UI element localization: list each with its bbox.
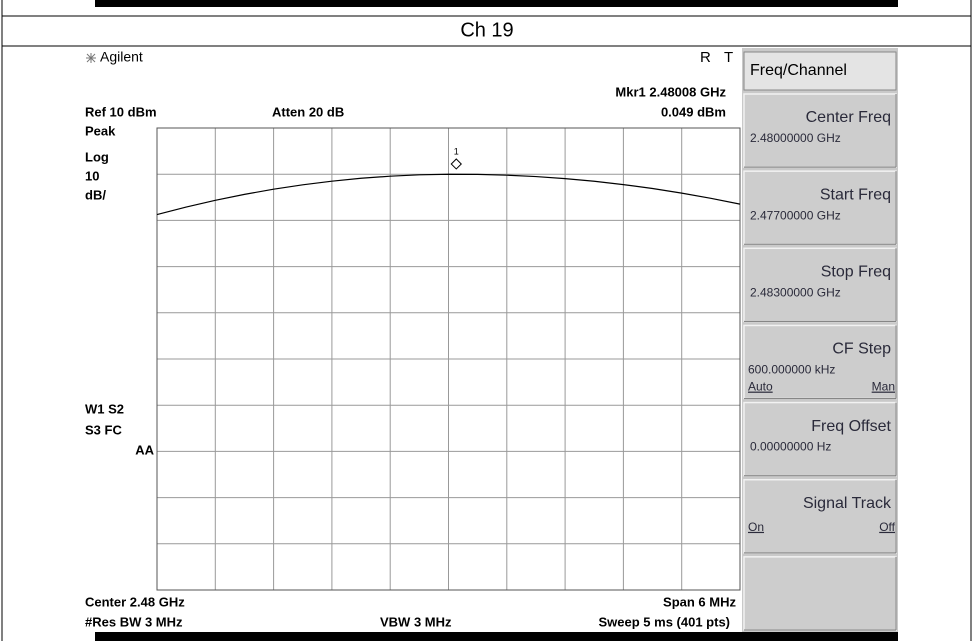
softkey-value: 0.00000000 Hz	[750, 440, 831, 454]
scale-unit: dB/	[85, 187, 106, 202]
detector: Peak	[85, 123, 116, 138]
top-strip	[95, 0, 898, 7]
trace-status: S3 FC	[85, 422, 122, 437]
vbw: VBW 3 MHz	[380, 614, 452, 629]
span: Span 6 MHz	[663, 594, 736, 609]
status-flag: R	[700, 49, 711, 66]
softkey-value: 2.48000000 GHz	[750, 131, 841, 145]
res-bw: #Res BW 3 MHz	[85, 614, 183, 629]
menu-title-box	[743, 51, 897, 91]
menu-title: Freq/Channel	[750, 62, 847, 79]
softkey-value: 600.000000 kHz	[748, 363, 835, 377]
softkey-label: Stop Freq	[821, 264, 891, 281]
status-flag: T	[724, 49, 733, 66]
center-freq: Center 2.48 GHz	[85, 594, 185, 609]
softkey-option[interactable]: Man	[872, 380, 895, 394]
marker-label: 1	[454, 146, 459, 156]
softkey[interactable]	[743, 556, 897, 631]
marker-amplitude: 0.049 dBm	[661, 104, 726, 119]
header-title: Ch 19	[460, 19, 513, 41]
softkey-panel: Freq/Channel Center Freq 2.48000000 GHz St…	[742, 48, 898, 632]
plot-border	[156, 127, 741, 591]
softkey-option[interactable]: On	[748, 520, 764, 534]
softkey[interactable]	[743, 478, 897, 554]
softkey-label: Center Freq	[806, 109, 891, 126]
scale-value: 10	[85, 168, 99, 183]
trace-status: W1 S2	[85, 401, 124, 416]
sweep: Sweep 5 ms (401 pts)	[599, 614, 731, 629]
scale-type: Log	[85, 149, 109, 164]
marker	[450, 158, 462, 170]
agilent-logo	[86, 53, 96, 63]
softkey[interactable]	[743, 93, 897, 168]
softkey[interactable]	[743, 324, 897, 400]
softkey-value: 2.48300000 GHz	[750, 285, 841, 299]
attenuation: Atten 20 dB	[272, 104, 344, 119]
bottom-strip	[95, 632, 898, 641]
trace	[156, 173, 741, 216]
trace-status: AA	[135, 442, 154, 457]
softkey-label: Signal Track	[803, 495, 892, 512]
softkey-value: 2.47700000 GHz	[750, 208, 841, 222]
softkey-label: CF Step	[832, 341, 891, 358]
softkey-label: Start Freq	[820, 186, 891, 203]
plot-area: 1	[156, 127, 741, 591]
softkey-label: Freq Offset	[811, 418, 891, 435]
brand: Agilent	[100, 49, 143, 65]
marker-readout: Mkr1 2.48008 GHz	[615, 84, 726, 99]
ref-level: Ref 10 dBm	[85, 104, 157, 119]
softkey[interactable]	[743, 170, 897, 246]
softkey-option[interactable]: Off	[879, 520, 895, 534]
softkey-option[interactable]: Auto	[748, 380, 773, 394]
